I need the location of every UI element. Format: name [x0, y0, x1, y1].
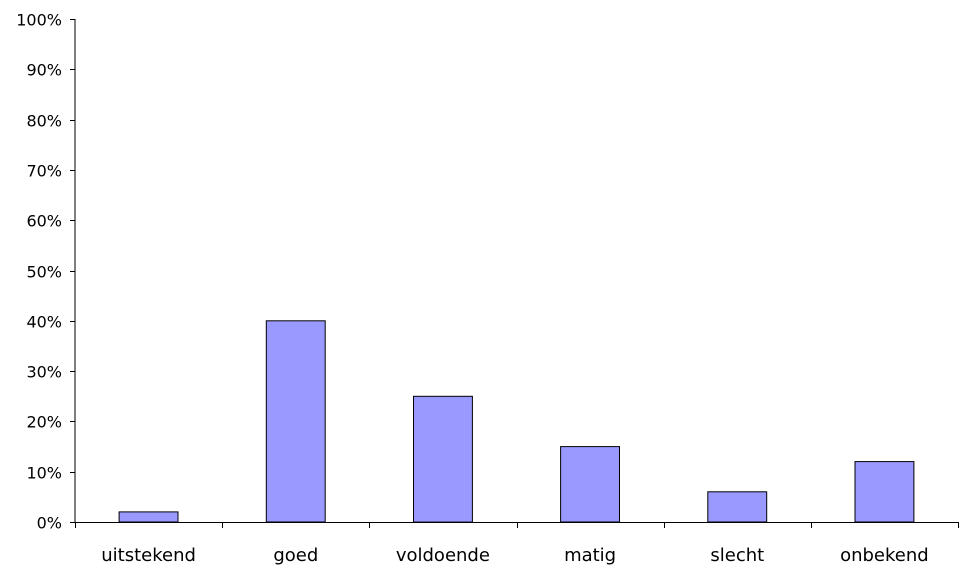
y-tick-label: 50%: [26, 263, 62, 282]
x-category-label: goed: [273, 545, 318, 566]
x-axis: uitstekend goed voldoende matig slecht onbeke…: [75, 522, 959, 566]
x-category-label: onbekend: [840, 545, 929, 566]
x-category-label: matig: [564, 545, 616, 566]
bar-goed: [265, 320, 326, 523]
bar-onbekend: [854, 461, 915, 523]
bar-voldoende: [413, 395, 473, 523]
x-category-label: slecht: [710, 545, 764, 566]
y-tick-label: 70%: [26, 162, 62, 181]
y-tick-label: 90%: [26, 61, 62, 80]
y-tick-label: 30%: [26, 363, 62, 382]
y-tick-label: 80%: [26, 112, 62, 131]
y-tick-label: 20%: [26, 413, 62, 432]
x-category-label: uitstekend: [101, 545, 196, 566]
x-category-label: voldoende: [396, 545, 490, 566]
bar-matig: [560, 446, 620, 523]
y-tick-label: 100%: [16, 11, 62, 30]
y-tick-label: 0%: [37, 514, 62, 533]
y-tick-label: 10%: [26, 464, 62, 483]
bar-uitstekend: [118, 511, 179, 523]
bars-group: [118, 320, 915, 523]
bar-slecht: [707, 491, 768, 523]
y-tick-label: 40%: [26, 313, 62, 332]
y-tick-label: 60%: [26, 212, 62, 231]
y-axis: 0% 10% 20% 30% 40% 50% 60% 70% 80% 90% 100%: [16, 11, 76, 533]
